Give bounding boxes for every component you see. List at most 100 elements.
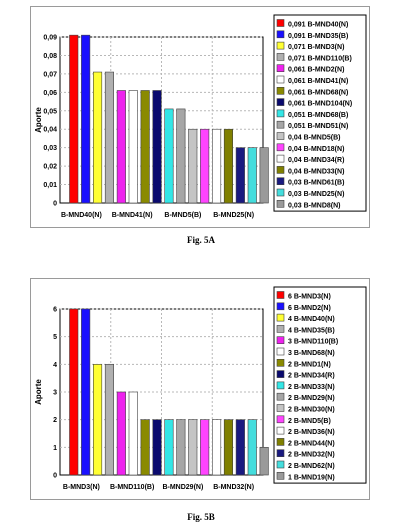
chart-5a-y-tick-label: 0,04 <box>43 127 57 134</box>
chart-5a-y-tick-label: 0,02 <box>43 164 57 171</box>
chart-5b-bar <box>212 419 222 476</box>
chart-5b-bar <box>116 391 126 476</box>
chart-5a-bar <box>247 147 257 204</box>
chart-5b-legend-entry: 4 B-MND35(B) <box>288 327 335 334</box>
chart-5b-x-tick-label: B-MND110(B) <box>110 484 154 491</box>
chart-5b-x-tick-label: B-MND32(N) <box>213 484 254 491</box>
chart-5a-x-tick-label: B-MND25(N) <box>213 212 254 219</box>
chart-5b-legend-entry: 6 B-MND3(N) <box>288 294 331 301</box>
chart-5a-x-tick-label: B-MND40(N) <box>61 212 102 219</box>
chart-5a-legend-swatch <box>276 53 285 61</box>
chart-5a-bar <box>176 108 186 204</box>
chart-5b-legend <box>273 286 367 484</box>
chart-5a-legend-entry: 0,061 B-MND68(N) <box>288 89 348 96</box>
chart-5a-legend-swatch <box>276 75 285 84</box>
chart-5b-legend-entry: 2 B-MND36(N) <box>288 429 335 436</box>
chart-5b-legend-entry: 3 B-MND110(B) <box>288 339 338 346</box>
chart-5b-bar <box>223 419 233 476</box>
chart-5a-legend-entry: 0,051 B-MND51(N) <box>288 123 348 130</box>
chart-5b-legend-swatch <box>276 449 285 457</box>
chart-5a-bar <box>104 71 114 204</box>
chart-5a-legend-swatch <box>276 188 285 197</box>
chart-5a: 0 0,01 0,02 0,03 0,04 0,05 0,06 0,07 0,08 0,09 Apo… <box>34 14 367 219</box>
chart-5a-legend-swatch <box>276 143 285 152</box>
chart-5a-legend-entry: 0,091 B-MND35(B) <box>288 33 348 40</box>
chart-5a-legend-entry: 0,091 B-MND40(N) <box>288 22 348 29</box>
chart-5a-legend-entry: 0,04 B-MND34(R) <box>288 157 344 164</box>
chart-5a-bar <box>212 128 222 204</box>
chart-5b-legend-swatch <box>276 404 285 412</box>
chart-5b-legend-swatch <box>276 472 285 480</box>
chart-5a-bar <box>152 90 162 204</box>
chart-5b-y-tick-label: 3 <box>53 390 57 397</box>
chart-5a-y-axis-label: Aporte <box>34 107 43 133</box>
chart-5a-legend-swatch <box>276 87 285 95</box>
chart-5a-legend-swatch <box>276 64 285 73</box>
chart-5b-legend-swatch <box>276 415 285 424</box>
chart-5a-bar <box>188 128 198 204</box>
chart-5b-x-tick-label: B-MND3(N) <box>63 484 100 491</box>
chart-5b-y-tick-label: 2 <box>53 417 57 424</box>
chart-5b-bar <box>247 419 257 476</box>
chart-5a-legend-entry: 0,061 B-MND2(N) <box>288 67 344 74</box>
chart-5b-bar <box>81 308 91 476</box>
figure-caption-5b: Fig. 5B <box>187 512 215 522</box>
chart-5b-legend-entry: 2 B-MND32(N) <box>288 452 335 459</box>
chart-5b-legend-entry: 2 B-MND30(N) <box>288 407 335 414</box>
chart-5b-legend-swatch <box>276 392 285 401</box>
chart-5a-bar <box>92 71 103 204</box>
chart-5a-legend-entry: 0,03 B-MND61(B) <box>288 180 344 187</box>
chart-5a-y-tick-label: 0,08 <box>43 53 57 60</box>
chart-5b-bar <box>176 419 186 476</box>
chart-5a-legend-swatch <box>276 98 285 106</box>
chart-5a-bar <box>69 34 79 204</box>
chart-5a-bar <box>259 147 269 204</box>
chart-5b-bar <box>188 419 198 476</box>
chart-5b: 0 1 2 3 4 5 6 Aporte B-MND3(N) B-MND110(B) B-MND29… <box>34 286 367 491</box>
chart-5a-bar <box>235 147 245 204</box>
chart-5b-bar <box>152 419 162 476</box>
chart-5b-legend-entry: 1 B-MND19(N) <box>288 474 335 481</box>
chart-5a-bar <box>128 90 138 204</box>
chart-5a-legend-swatch <box>276 154 285 163</box>
chart-5b-legend-entry: 2 B-MND34(R) <box>288 373 335 380</box>
chart-5b-legend-entry: 2 B-MND5(B) <box>288 418 331 425</box>
chart-5b-legend-entry: 2 B-MND1(N) <box>288 361 331 368</box>
chart-5a-legend-entry: 0,04 B-MND5(B) <box>288 135 341 142</box>
chart-5b-legend-swatch <box>276 336 285 345</box>
chart-5b-y-tick-label: 0 <box>53 473 57 480</box>
chart-5b-legend-swatch <box>276 370 285 378</box>
chart-5a-bar <box>81 34 91 204</box>
chart-5a-x-tick-label: B-MND5(B) <box>164 212 201 219</box>
chart-5b-bar <box>164 419 174 476</box>
chart-5a-y-tick-label: 0,06 <box>43 90 57 97</box>
chart-5a-legend-entry: 0,061 B-MND41(N) <box>288 78 348 85</box>
chart-5b-bar <box>104 364 114 476</box>
chart-5b-bar <box>92 364 103 476</box>
chart-5a-legend-swatch <box>276 177 285 185</box>
chart-5b-y-axis-label: Aporte <box>34 379 43 405</box>
chart-5b-x-tick-label: B-MND29(N) <box>162 484 203 491</box>
chart-5a-legend-entry: 0,04 B-MND33(N) <box>288 168 344 175</box>
chart-5b-legend-swatch <box>276 302 285 311</box>
chart-5a-y-tick-label: 0 <box>53 201 57 208</box>
chart-5b-legend-entry: 3 B-MND68(N) <box>288 350 335 357</box>
chart-5a-legend-entry: 0,061 B-MND104(N) <box>288 101 352 108</box>
chart-5a-y-tick-label: 0,07 <box>43 71 57 78</box>
chart-5b-bar <box>140 419 150 476</box>
chart-5b-legend-swatch <box>276 438 285 446</box>
chart-5a-legend-entry: 0,071 B-MND3(N) <box>288 44 344 51</box>
chart-5b-y-tick-label: 4 <box>53 362 57 369</box>
chart-5a-legend-swatch <box>276 41 285 50</box>
chart-5b-legend-swatch <box>276 291 285 299</box>
chart-5a-bar <box>164 108 174 204</box>
chart-5a-legend-entry: 0,051 B-MND68(B) <box>288 112 348 119</box>
chart-5b-legend-entry: 6 B-MND2(N) <box>288 305 331 312</box>
chart-5b-y-tick-label: 5 <box>53 334 57 341</box>
chart-5a-legend-swatch <box>276 200 285 208</box>
chart-5b-bar <box>235 419 245 476</box>
chart-5b-legend-entry: 2 B-MND44(N) <box>288 440 335 447</box>
chart-5a-legend-entry: 0,03 B-MND8(N) <box>288 202 341 209</box>
chart-panel-5a: 0 0,01 0,02 0,03 0,04 0,05 0,06 0,07 0,08 0,09 Apo… <box>30 6 370 228</box>
chart-5a-y-tick-label: 0,05 <box>43 108 57 115</box>
